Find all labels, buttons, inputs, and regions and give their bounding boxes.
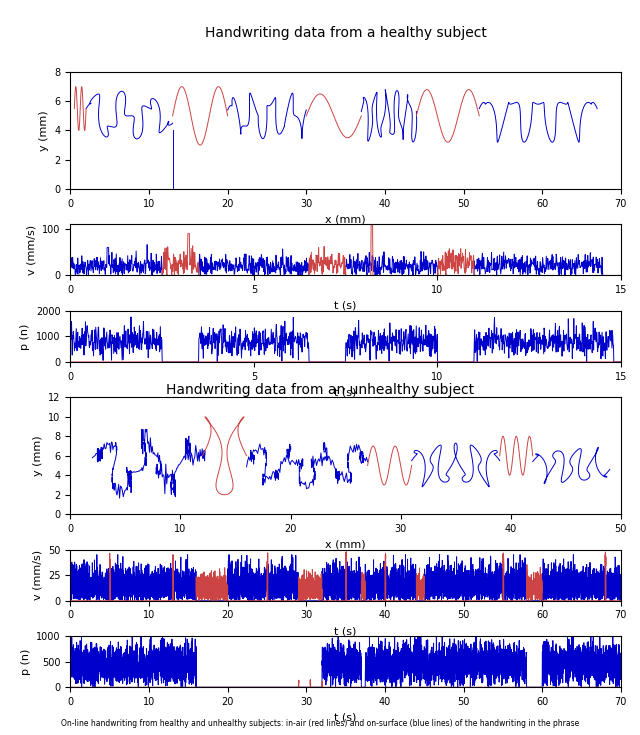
X-axis label: t (s): t (s)	[335, 712, 356, 723]
Text: Handwriting data from an unhealthy subject: Handwriting data from an unhealthy subje…	[166, 382, 474, 397]
Text: Handwriting data from a healthy subject: Handwriting data from a healthy subject	[205, 26, 486, 40]
Y-axis label: y (mm): y (mm)	[39, 110, 49, 151]
Y-axis label: v (mm/s): v (mm/s)	[27, 225, 36, 275]
X-axis label: x (mm): x (mm)	[325, 214, 366, 224]
X-axis label: x (mm): x (mm)	[325, 539, 366, 550]
Y-axis label: p (n): p (n)	[20, 648, 31, 675]
Text: On-line handwriting from healthy and unhealthy subjects: in-air (red lines) and : On-line handwriting from healthy and unh…	[61, 719, 579, 728]
Y-axis label: p (n): p (n)	[20, 323, 31, 350]
X-axis label: t (s): t (s)	[335, 301, 356, 311]
Y-axis label: y (mm): y (mm)	[33, 435, 43, 476]
X-axis label: t (s): t (s)	[335, 626, 356, 636]
Y-axis label: v (mm/s): v (mm/s)	[33, 550, 43, 600]
X-axis label: t (s): t (s)	[335, 387, 356, 397]
